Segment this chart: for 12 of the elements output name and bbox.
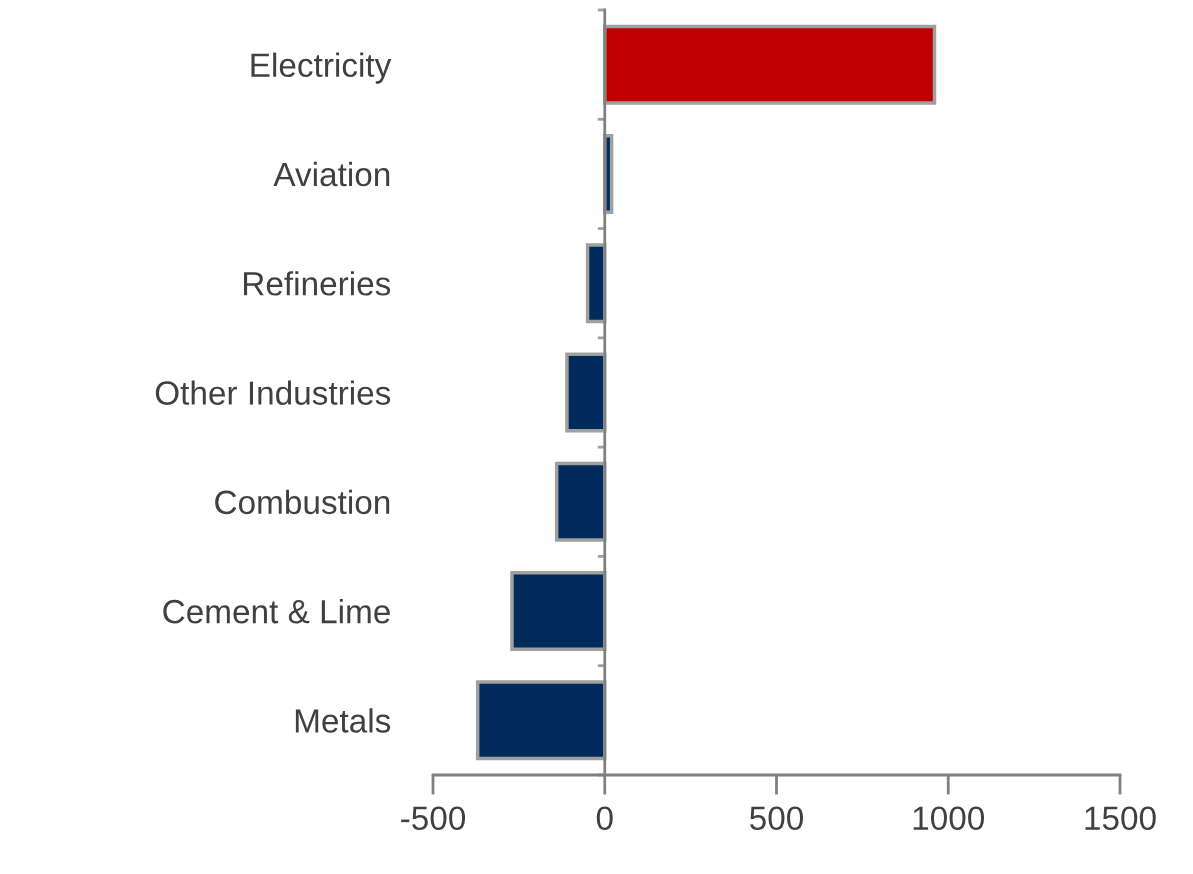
y-tick-label: Metals: [295, 708, 391, 733]
x-tick-label: 1000: [913, 806, 985, 831]
y-tick-label: Electricity: [251, 52, 392, 84]
x-tick-label: 1500: [1085, 806, 1156, 831]
y-tick-label: Other Industries: [155, 380, 391, 405]
y-tick-label: Cement & Lime: [163, 598, 390, 624]
x-tick-label: 0: [596, 806, 613, 831]
y-tick-label: Combustion: [215, 489, 390, 515]
x-tick-label: -500: [401, 806, 466, 831]
y-tick-label: Refineries: [244, 271, 391, 296]
x-tick-label: 500: [750, 806, 804, 831]
y-tick-label: Aviation: [273, 161, 390, 187]
